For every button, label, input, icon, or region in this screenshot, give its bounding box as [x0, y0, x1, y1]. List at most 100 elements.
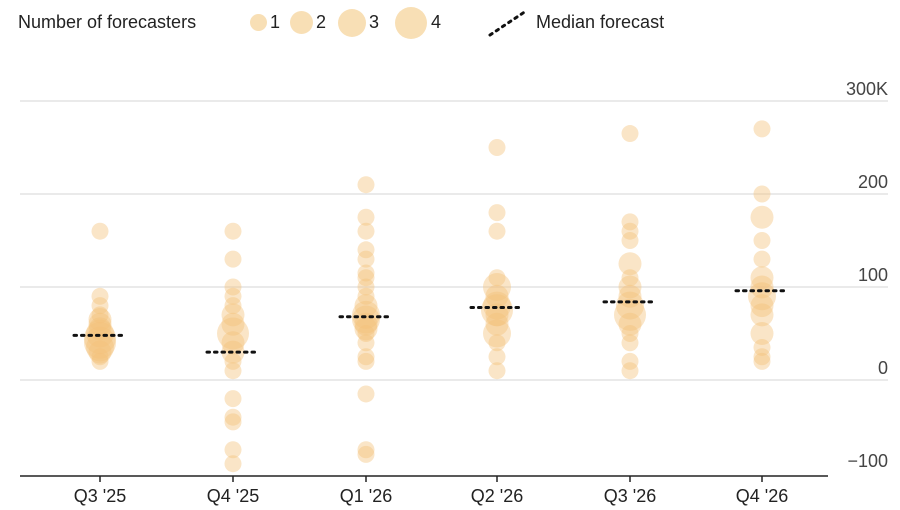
forecast-bubble	[616, 291, 644, 320]
forecast-bubble	[485, 284, 509, 308]
forecast-bubble	[357, 334, 375, 352]
x-tick-label: Q4 '26	[736, 486, 788, 506]
forecast-bubble	[488, 334, 506, 352]
x-tick-label: Q3 '26	[604, 486, 656, 506]
forecast-bubble	[357, 352, 375, 370]
forecast-bubble	[354, 294, 378, 318]
forecast-bubble	[224, 455, 242, 473]
forecast-bubble	[621, 269, 639, 287]
forecast-bubble	[753, 120, 771, 138]
forecast-bubble	[224, 250, 242, 268]
forecast-bubble	[91, 222, 109, 240]
forecast-bubble	[750, 303, 774, 327]
forecast-bubble	[357, 208, 375, 226]
size-legend-label-4: 4	[431, 12, 442, 32]
forecast-bubble	[221, 303, 245, 327]
forecast-bubble	[91, 287, 109, 305]
forecast-bubble	[224, 297, 242, 315]
forecast-bubble	[352, 305, 380, 334]
forecast-bubble	[224, 390, 242, 408]
forecast-bubble	[357, 250, 375, 268]
size-legend-title: Number of forecasters	[18, 12, 197, 32]
forecast-bubble	[621, 352, 639, 370]
forecast-bubble	[221, 312, 245, 336]
forecast-bubble	[217, 317, 249, 350]
y-tick-label: 100	[858, 265, 888, 285]
forecast-bubble	[748, 282, 776, 311]
forecast-bubble	[483, 273, 511, 301]
forecast-bubble	[621, 334, 639, 352]
forecast-bubble	[753, 185, 771, 203]
forecast-bubble	[357, 385, 375, 403]
forecast-bubble	[753, 250, 771, 268]
forecast-bubble	[750, 266, 774, 290]
forecast-bubble	[91, 297, 109, 315]
forecast-bubble	[483, 319, 511, 348]
forecast-bubble	[357, 445, 375, 463]
forecast-bubble	[91, 306, 109, 324]
forecast-bubble	[354, 317, 378, 341]
size-legend-label-3: 3	[369, 12, 380, 32]
forecast-bubble	[481, 294, 513, 327]
forecast-bubble	[357, 278, 375, 296]
forecast-bubble	[618, 252, 642, 276]
forecast-bubble	[488, 269, 506, 287]
forecast-bubble	[753, 338, 771, 356]
bubble-size-3-icon	[338, 9, 366, 37]
forecast-bubble	[224, 441, 242, 459]
forecast-bubble	[621, 232, 639, 249]
forecast-bubble	[91, 352, 109, 370]
legend: Number of forecasters 1 2 3 4 Median for…	[18, 7, 878, 39]
forecast-bubble	[357, 287, 375, 305]
forecast-bubble	[750, 294, 774, 318]
forecast-bubble	[88, 308, 112, 332]
forecast-bubble	[750, 205, 774, 229]
forecast-bubble	[753, 348, 771, 366]
bubbles	[84, 120, 776, 473]
forecast-bubble	[621, 213, 639, 231]
size-legend-label-2: 2	[316, 12, 327, 32]
forecast-bubble	[357, 348, 375, 366]
forecast-bubble	[753, 352, 771, 370]
forecast-bubble	[621, 325, 639, 342]
forecast-bubble	[483, 291, 511, 320]
forecast-bubble	[357, 269, 375, 287]
forecast-bubble	[91, 348, 109, 366]
median-markers	[72, 289, 790, 354]
forecast-bubble	[84, 322, 116, 355]
x-tick-label: Q2 '26	[471, 486, 523, 506]
y-tick-label: 200	[858, 172, 888, 192]
bubble-size-1-icon	[250, 14, 267, 31]
forecast-bubble	[224, 352, 242, 370]
x-axis: Q3 '25 Q4 '25 Q1 '26 Q2 '26 Q3 '26 Q4 '26	[20, 475, 828, 506]
x-tick-label: Q1 '26	[340, 486, 392, 506]
forecast-bubble	[86, 319, 114, 348]
forecast-bubble	[352, 300, 380, 329]
forecast-bubble	[86, 333, 114, 362]
bubble-size-2-icon	[290, 11, 313, 34]
y-tick-label: 0	[878, 358, 888, 378]
forecast-bubble	[88, 340, 112, 364]
median-line-icon	[488, 9, 528, 37]
forecast-bubble	[621, 362, 639, 380]
forecast-bubble	[618, 275, 642, 299]
forecast-bubble	[88, 312, 112, 336]
median-legend-label: Median forecast	[536, 12, 665, 32]
forecast-bubble	[357, 241, 375, 259]
forecast-bubble	[750, 275, 774, 299]
forecast-bubble	[224, 222, 242, 240]
forecast-bubble	[224, 413, 242, 431]
forecast-bubble	[488, 348, 506, 366]
forecast-bubble	[357, 264, 375, 282]
forecast-bubble	[488, 362, 506, 380]
forecast-bubble	[221, 331, 245, 355]
forecast-bubble	[488, 222, 506, 240]
forecast-bubble	[618, 312, 642, 336]
forecast-bubble	[224, 278, 242, 296]
y-tick-label: 300K	[846, 79, 888, 99]
y-tick-label: −100	[847, 451, 888, 471]
forecast-bubble	[224, 408, 242, 426]
bubble-size-4-icon	[395, 7, 427, 39]
forecast-bubble	[750, 322, 774, 345]
